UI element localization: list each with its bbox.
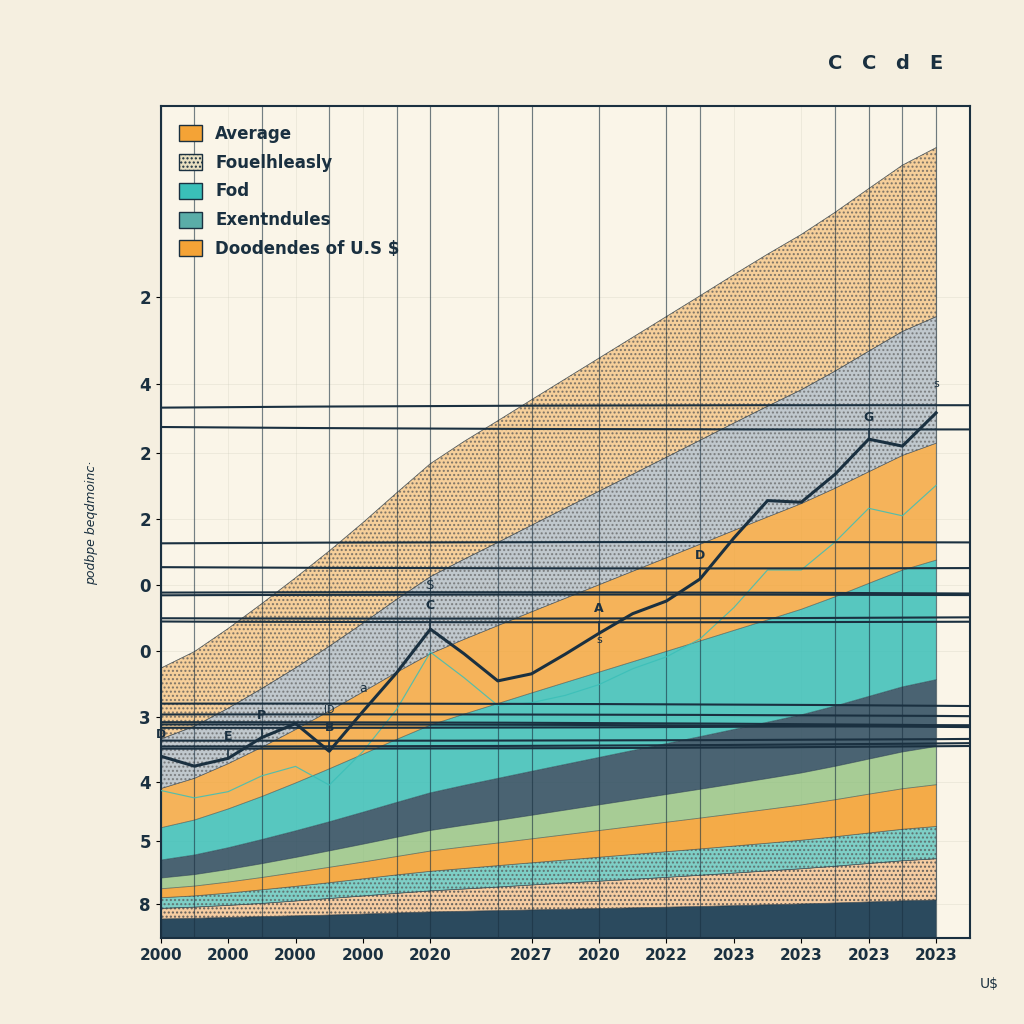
Text: P: P [257,710,266,722]
Text: d: d [895,54,909,74]
Text: C: C [861,54,876,74]
Text: G: G [863,411,873,424]
Text: E: E [930,54,943,74]
Text: E: E [224,730,232,743]
Text: s: s [933,379,939,389]
Legend: Average, Fouelhleasly, Fod, Exentndules, Doodendes of U.S $: Average, Fouelhleasly, Fod, Exentndules,… [169,115,410,268]
Text: ID: ID [324,705,335,715]
Text: D: D [156,728,166,740]
Text: A: A [594,602,604,614]
Text: a: a [359,682,367,695]
Text: U$: U$ [980,977,999,990]
Text: B: B [325,721,334,734]
Text: podbpe beqdmoinc·: podbpe beqdmoinc· [85,461,98,585]
Text: D: D [695,549,706,562]
Text: C: C [827,54,842,74]
Text: s: s [596,635,602,645]
Text: $: $ [426,578,435,592]
Text: C: C [426,599,435,612]
